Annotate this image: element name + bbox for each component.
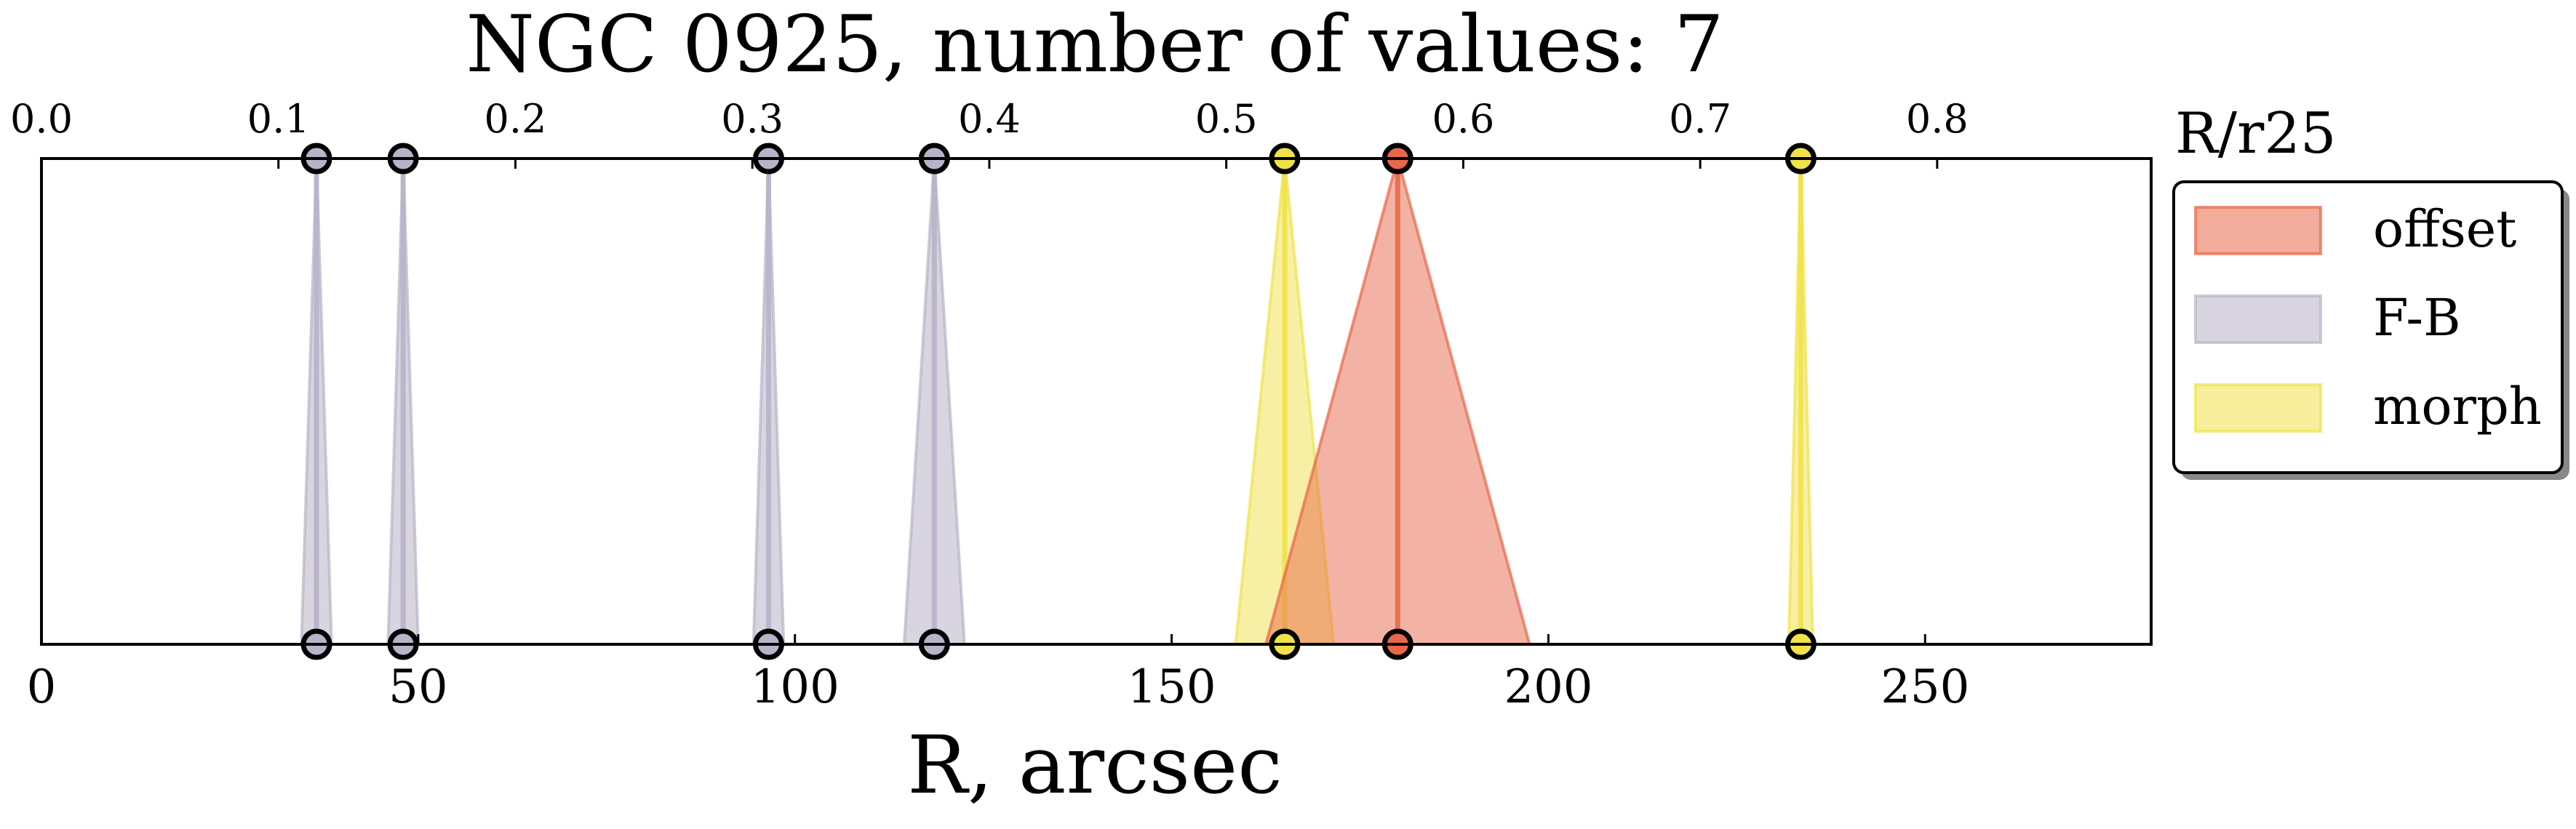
top-tick-label-0.7: 0.7 bbox=[1669, 96, 1731, 142]
top-tick-label-0.4: 0.4 bbox=[958, 96, 1021, 142]
bottom-axis: 0 50 100 150 200 250 bbox=[27, 634, 1969, 714]
x-axis-label: R, arcsec bbox=[907, 718, 1283, 812]
legend-label-F-B: F-B bbox=[2373, 288, 2461, 348]
bottom-tick-label-100: 100 bbox=[751, 660, 840, 714]
bottom-tick-label-250: 250 bbox=[1881, 660, 1969, 714]
legend-swatch-offset bbox=[2194, 206, 2322, 255]
top-axis: 0.0 0.1 0.2 0.3 0.4 0.5 0.6 0.7 0.8 bbox=[10, 96, 1969, 169]
legend: offset F-B morph bbox=[2172, 180, 2569, 480]
bottom-tick-label-50: 50 bbox=[388, 660, 447, 714]
legend-swatch-F-B bbox=[2194, 295, 2322, 344]
top-tick-label-0.0: 0.0 bbox=[10, 96, 73, 142]
top-tick-label-0.1: 0.1 bbox=[247, 96, 310, 142]
top-tick-label-0.2: 0.2 bbox=[485, 96, 547, 142]
bottom-tick-label-200: 200 bbox=[1504, 660, 1592, 714]
bottom-tick-label-150: 150 bbox=[1127, 660, 1216, 714]
top-axis-label: R/r25 bbox=[2175, 101, 2337, 167]
top-tick-label-0.3: 0.3 bbox=[721, 96, 783, 142]
bottom-tick-label-0: 0 bbox=[27, 660, 57, 714]
chart-marks bbox=[300, 143, 1817, 660]
legend-label-morph: morph bbox=[2373, 377, 2542, 436]
top-tick-label-0.5: 0.5 bbox=[1195, 96, 1258, 142]
top-tick-label-0.8: 0.8 bbox=[1906, 96, 1969, 142]
chart-title: NGC 0925, number of values: 7 bbox=[466, 0, 1723, 90]
legend-label-offset: offset bbox=[2373, 199, 2516, 259]
plot-frame bbox=[40, 157, 2153, 646]
legend-swatch-morph bbox=[2194, 383, 2322, 433]
top-tick-label-0.6: 0.6 bbox=[1432, 96, 1494, 142]
